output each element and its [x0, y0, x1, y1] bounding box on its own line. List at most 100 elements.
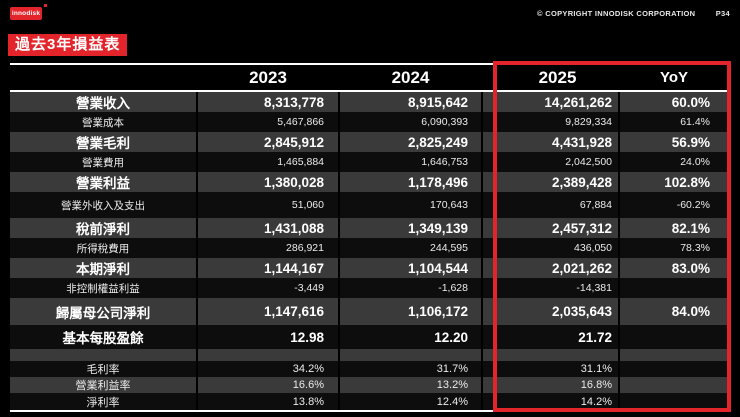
value-yoy: 84.0% — [671, 304, 710, 319]
value-2024: 170,643 — [340, 192, 483, 218]
row-label: 所得稅費用 — [10, 238, 198, 258]
page-number: P34 — [715, 9, 730, 18]
row-label: 非控制權益利益 — [10, 278, 198, 298]
header-empty — [10, 65, 198, 90]
row-spacer — [483, 349, 497, 361]
value-2024: 6,090,393 — [340, 112, 483, 132]
table-header-rule — [10, 90, 730, 92]
header-yoy: YoY — [659, 69, 689, 86]
table-rows: 營業收入 8,313,778 8,915,642 14,261,262 60.0… — [10, 92, 730, 410]
value-yoy: 102.8% — [664, 174, 710, 190]
row-label: 稅前淨利 — [10, 218, 198, 238]
logo-trademark-dot — [44, 4, 47, 7]
value-2023: 1,431,088 — [198, 218, 340, 238]
value-2024 — [340, 349, 483, 361]
value-2024: 1,349,139 — [340, 218, 483, 238]
value-2024: 1,178,496 — [340, 172, 483, 192]
value-2025: 2,389,428 — [497, 172, 620, 192]
value-yoy: -60.2% — [676, 199, 710, 211]
value-2025 — [497, 349, 620, 361]
value-2023: 1,144,167 — [198, 258, 340, 278]
value-2024: 12.4% — [340, 393, 483, 410]
value-2024: 2,825,249 — [340, 132, 483, 152]
income-statement-table: 2023 2024 2025 YoY 營業收入 8,313,778 8,915,… — [10, 63, 730, 412]
table-bottom-rule — [10, 410, 730, 412]
table-row: 營業費用 1,465,884 1,646,753 2,042,500 24.0% — [10, 152, 730, 172]
value-2024: -1,628 — [340, 278, 483, 298]
row-label: 營業費用 — [10, 152, 198, 172]
value-2025: 2,042,500 — [497, 152, 620, 172]
row-spacer — [483, 192, 497, 218]
value-2025: 14.2% — [497, 393, 620, 410]
row-label: 營業外收入及支出 — [10, 192, 198, 218]
value-2025: 436,050 — [497, 238, 620, 258]
table-row: 營業外收入及支出 51,060 170,643 67,884 -60.2% — [10, 192, 730, 218]
value-2024: 31.7% — [340, 361, 483, 377]
row-label: 營業利益率 — [10, 377, 198, 393]
value-2024: 1,646,753 — [340, 152, 483, 172]
table-row: 稅前淨利 1,431,088 1,349,139 2,457,312 82.1% — [10, 218, 730, 238]
value-yoy — [620, 361, 730, 377]
table-row: 所得稅費用 286,921 244,595 436,050 78.3% — [10, 238, 730, 258]
row-label — [10, 349, 198, 361]
table-row: 淨利率 13.8% 12.4% 14.2% — [10, 393, 730, 410]
value-2025: 2,035,643 — [497, 298, 620, 325]
value-2024: 12.20 — [340, 325, 483, 349]
value-2024: 1,106,172 — [340, 298, 483, 325]
table-row: 非控制權益利益 -3,449 -1,628 -14,381 — [10, 278, 730, 298]
row-label: 基本每股盈餘 — [10, 325, 198, 349]
table-header-row: 2023 2024 2025 YoY — [10, 65, 730, 90]
value-yoy — [620, 393, 730, 410]
row-label: 營業利益 — [10, 172, 198, 192]
table-row: 毛利率 34.2% 31.7% 31.1% — [10, 361, 730, 377]
table-row: 基本每股盈餘 12.98 12.20 21.72 — [10, 325, 730, 349]
value-yoy: 60.0% — [671, 94, 710, 110]
row-label: 營業成本 — [10, 112, 198, 132]
table-row: 營業毛利 2,845,912 2,825,249 4,431,928 56.9% — [10, 132, 730, 152]
slide-title: 過去3年損益表 — [8, 34, 128, 56]
value-2025: 14,261,262 — [497, 92, 620, 112]
row-spacer — [483, 298, 497, 325]
row-label: 毛利率 — [10, 361, 198, 377]
table-row — [10, 349, 730, 361]
value-2023: 1,380,028 — [198, 172, 340, 192]
table-row: 營業收入 8,313,778 8,915,642 14,261,262 60.0… — [10, 92, 730, 112]
value-2023: 1,465,884 — [198, 152, 340, 172]
value-2025: 67,884 — [497, 192, 620, 218]
row-spacer — [483, 238, 497, 258]
table-row: 營業利益率 16.6% 13.2% 16.8% — [10, 377, 730, 393]
table-row: 營業利益 1,380,028 1,178,496 2,389,428 102.8… — [10, 172, 730, 192]
value-2023: 12.98 — [198, 325, 340, 349]
copyright-line: © COPYRIGHT INNODISK CORPORATION P34 — [537, 9, 730, 18]
value-2024: 8,915,642 — [340, 92, 483, 112]
value-2025: 4,431,928 — [497, 132, 620, 152]
value-2023 — [198, 349, 340, 361]
value-2023: 5,467,866 — [198, 112, 340, 132]
value-yoy: 82.1% — [671, 220, 710, 236]
table-row: 本期淨利 1,144,167 1,104,544 2,021,262 83.0% — [10, 258, 730, 278]
value-2023: -3,449 — [198, 278, 340, 298]
value-2024: 13.2% — [340, 377, 483, 393]
header-2025: 2025 — [538, 67, 577, 87]
value-2025: -14,381 — [497, 278, 620, 298]
value-2025: 9,829,334 — [497, 112, 620, 132]
value-2023: 1,147,616 — [198, 298, 340, 325]
row-label: 本期淨利 — [10, 258, 198, 278]
table-row: 歸屬母公司淨利 1,147,616 1,106,172 2,035,643 84… — [10, 298, 730, 325]
value-2023: 286,921 — [198, 238, 340, 258]
value-2023: 34.2% — [198, 361, 340, 377]
row-spacer — [483, 92, 497, 112]
value-2025: 2,021,262 — [497, 258, 620, 278]
value-yoy — [620, 325, 730, 349]
value-2025: 31.1% — [497, 361, 620, 377]
row-label: 歸屬母公司淨利 — [10, 298, 198, 325]
row-spacer — [483, 361, 497, 377]
value-yoy — [620, 377, 730, 393]
value-2023: 16.6% — [198, 377, 340, 393]
row-spacer — [483, 278, 497, 298]
value-yoy — [620, 349, 730, 361]
innodisk-logo: innodisk — [10, 7, 42, 20]
row-spacer — [483, 218, 497, 238]
value-yoy: 24.0% — [680, 156, 710, 168]
row-label: 營業收入 — [10, 92, 198, 112]
